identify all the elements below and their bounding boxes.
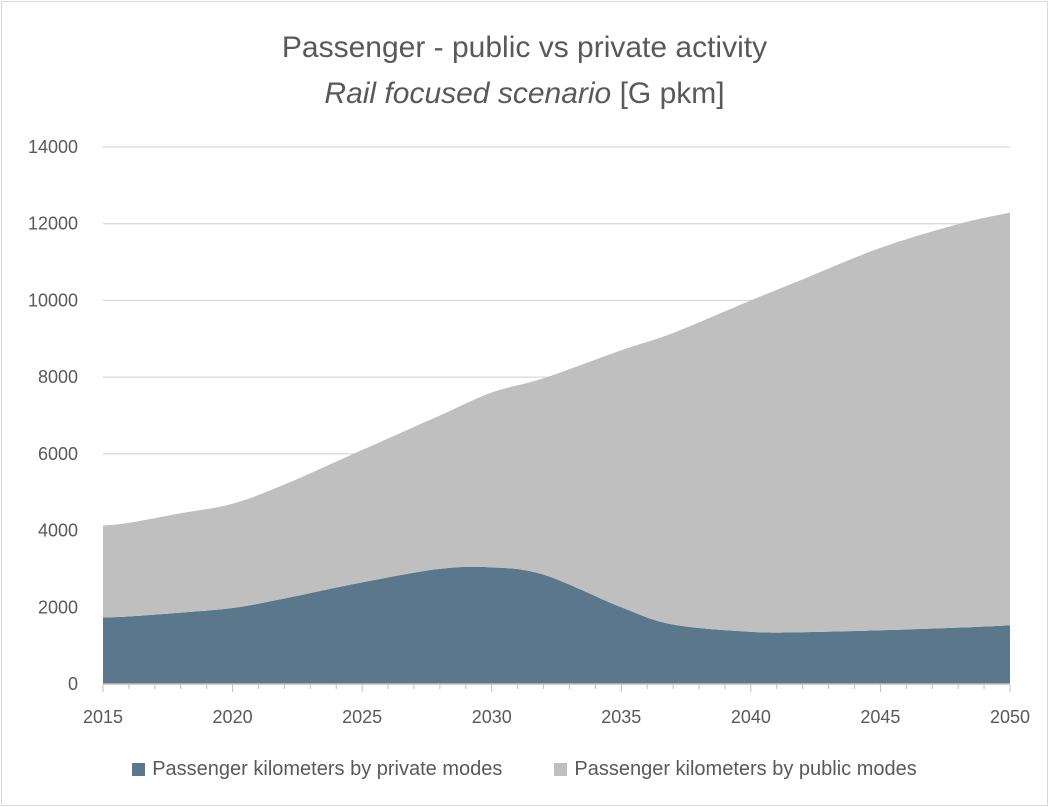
- legend-label-private: Passenger kilometers by private modes: [152, 758, 503, 780]
- y-tick-label: 0: [68, 674, 78, 694]
- chart-subtitle-unit: [G pkm]: [619, 77, 725, 110]
- x-tick-label: 2040: [731, 707, 771, 727]
- x-tick-label: 2045: [860, 707, 900, 727]
- x-tick-label: 2030: [472, 707, 512, 727]
- x-tick-label: 2025: [342, 707, 382, 727]
- legend-swatch-public: [554, 763, 568, 776]
- legend-item-public: Passenger kilometers by public modes: [554, 758, 917, 781]
- x-tick-label: 2050: [990, 707, 1030, 727]
- x-tick-label: 2020: [213, 707, 253, 727]
- chart-subtitle-scenario: Rail focused scenario: [324, 77, 612, 110]
- area-private-modes: [103, 566, 1010, 684]
- area-public-modes: [103, 212, 1010, 633]
- y-tick-label: 12000: [28, 214, 78, 234]
- chart-title-block: Passenger - public vs private activity R…: [0, 28, 1049, 114]
- chart-legend: Passenger kilometers by private modes Pa…: [0, 758, 1049, 781]
- y-tick-label: 8000: [38, 367, 78, 387]
- chart-title: Passenger - public vs private activity: [281, 31, 768, 64]
- y-tick-label: 4000: [38, 521, 78, 541]
- y-tick-label: 10000: [28, 290, 78, 310]
- legend-item-private: Passenger kilometers by private modes: [132, 758, 502, 781]
- legend-swatch-private: [132, 763, 146, 776]
- y-tick-label: 14000: [28, 137, 78, 157]
- chart-subtitle: Rail focused scenario [G pkm]: [0, 74, 1049, 114]
- legend-label-public: Passenger kilometers by public modes: [574, 758, 917, 780]
- y-tick-label: 2000: [38, 597, 78, 617]
- x-tick-label: 2035: [601, 707, 641, 727]
- x-tick-label: 2015: [83, 707, 123, 727]
- y-tick-label: 6000: [38, 444, 78, 464]
